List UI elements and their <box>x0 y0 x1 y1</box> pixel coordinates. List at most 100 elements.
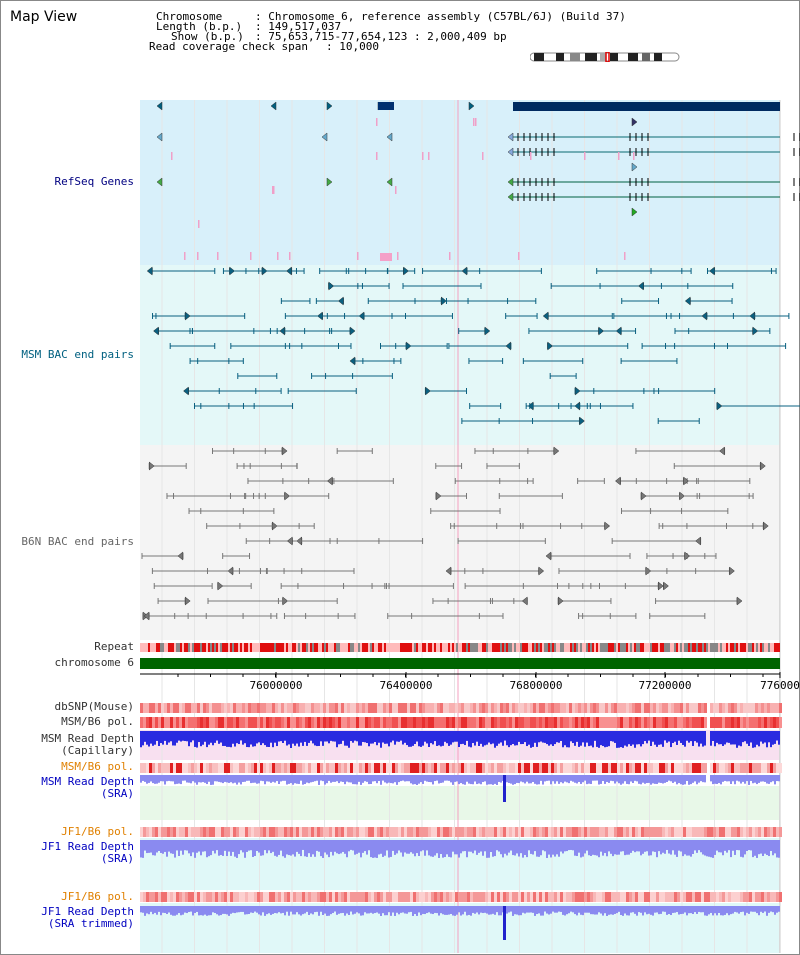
msm-cap-depth-bar <box>350 731 352 742</box>
jf1-pol2-cell <box>302 892 305 902</box>
repeat-cell <box>610 643 612 652</box>
msm-cap-depth-bar <box>352 731 354 743</box>
msm-pol2-cell <box>686 763 689 773</box>
msm-cap-depth-bar <box>618 731 620 748</box>
jf1-trim-depth-bar <box>310 906 312 914</box>
dbsnp-cell <box>422 703 425 713</box>
msm-sra-depth-bar <box>168 775 170 781</box>
jf1-trim-depth-bar <box>232 906 234 913</box>
dbsnp-cell <box>584 703 587 713</box>
jf1-trim-depth-bar <box>270 906 272 915</box>
jf1-pol2-cell <box>632 892 635 902</box>
msm-sra-depth-bar <box>286 775 288 785</box>
msm-cap-depth-bar <box>726 731 728 743</box>
msm-sra-depth-bar <box>212 775 214 785</box>
repeat-cell <box>300 643 302 652</box>
msm-sra-depth-bar <box>290 775 292 784</box>
jf1-pol-cell <box>155 827 158 837</box>
b6n-bac-pair-end <box>521 596 528 606</box>
repeat-cell <box>330 643 332 652</box>
repeat-cell <box>230 643 232 652</box>
msm-pol2-cell <box>563 763 566 773</box>
repeat-cell <box>616 643 618 652</box>
msm-cap-depth-bar <box>514 731 516 746</box>
msm-cap-depth-bar <box>640 731 642 747</box>
msm-pol2-cell <box>641 763 644 773</box>
msm-bac-pair-end <box>716 401 723 411</box>
msm-sra-depth-bar <box>638 775 640 784</box>
jf1-pol2-cell <box>767 892 770 902</box>
jf1-trim-depth-bar <box>586 906 588 913</box>
jf1-pol2-cell <box>401 892 404 902</box>
msm-cap-depth-bar <box>510 731 512 746</box>
jf1-trim-depth-bar <box>490 906 492 915</box>
jf1-sra-depth-bar <box>726 840 728 853</box>
repeat-cell <box>316 643 318 652</box>
jf1-trim-depth-bar <box>364 906 366 913</box>
jf1-pol-cell <box>602 827 605 837</box>
msm-pol2-cell <box>164 763 167 773</box>
repeat-cell <box>466 643 468 652</box>
jf1-sra-depth-bar <box>518 840 520 857</box>
jf1-sra-depth-bar <box>284 840 286 858</box>
chromosome-ideogram[interactable] <box>530 52 680 62</box>
jf1-sra-depth-bar <box>598 840 600 858</box>
jf1-sra-depth-bar <box>558 840 560 857</box>
msm-pol-cell <box>689 717 692 728</box>
repeat-cell <box>356 643 358 652</box>
repeat-mark <box>289 252 291 260</box>
jf1-sra-depth-bar <box>358 840 360 853</box>
msm-sra-depth-bar <box>308 775 310 784</box>
jf1-sra-depth-bar <box>718 840 720 853</box>
msm-pol2-cell <box>188 763 191 773</box>
repeat-cell <box>690 643 692 652</box>
jf1-trim-depth-bar <box>212 906 214 913</box>
msm-cap-depth-bar <box>728 731 730 743</box>
msm-pol2-cell <box>662 763 665 773</box>
jf1-pol2-cell <box>158 892 161 902</box>
jf1-pol2-cell <box>329 892 332 902</box>
msm-pol2-cell <box>407 763 410 773</box>
msm-sra-depth-bar <box>580 775 582 784</box>
msm-cap-depth-bar <box>358 731 360 746</box>
jf1-pol-cell <box>206 827 209 837</box>
msm-sra-depth-bar <box>534 775 536 784</box>
msm-sra-depth-bar <box>234 775 236 783</box>
msm-pol2-cell <box>365 763 368 773</box>
axis-tick-label: 76000000 <box>249 679 303 692</box>
jf1-trim-depth-bar <box>184 906 186 913</box>
msm-cap-depth-bar <box>580 731 582 746</box>
repeat-cell <box>494 643 496 652</box>
jf1-trim-depth-bar <box>584 906 586 913</box>
jf1-trim-depth-bar <box>274 906 276 914</box>
repeat-cell <box>594 643 596 652</box>
dbsnp-cell <box>245 703 248 713</box>
msm-pol2-cell <box>776 763 779 773</box>
msm-sra-depth-bar <box>574 775 576 783</box>
length-value: : 149,517,037 <box>255 20 342 33</box>
jf1-sra-depth-bar <box>772 840 774 856</box>
jf1-pol2-cell <box>236 892 239 902</box>
msm-sra-depth-bar <box>270 775 272 783</box>
repeat-cell <box>252 643 254 652</box>
repeat-cell <box>580 643 582 652</box>
msm-pol2-cell <box>566 763 569 773</box>
msm-pol2-cell <box>434 763 437 773</box>
msm-sra-depth-bar <box>450 775 452 783</box>
msm-pol2-cell <box>287 763 290 773</box>
msm-pol-cell <box>656 717 659 728</box>
jf1-pol-cell <box>437 827 440 837</box>
jf1-sra-depth-bar <box>716 840 718 851</box>
msm-sra-depth-bar <box>312 775 314 782</box>
jf1-trim-depth-bar <box>608 906 610 915</box>
jf1-pol-cell <box>416 827 419 837</box>
msm-pol2-cell <box>704 763 707 773</box>
jf1-pol2-cell <box>719 892 722 902</box>
msm-sra-depth-bar <box>248 775 250 781</box>
msm-sra-depth-bar <box>438 775 440 784</box>
jf1-trim-depth-bar <box>540 906 542 916</box>
msm-sra-depth-bar <box>292 775 294 785</box>
jf1-pol-cell <box>272 827 275 837</box>
msm-sra-depth-bar <box>668 775 670 781</box>
